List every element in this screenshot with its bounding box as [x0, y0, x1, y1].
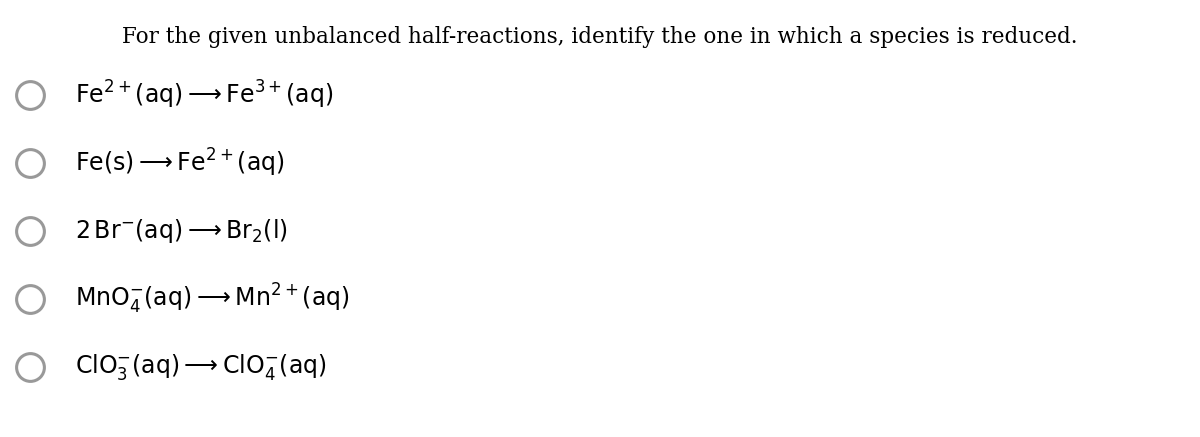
Text: $\mathrm{2\,Br^{-}(aq) \longrightarrow Br_2(l)}$: $\mathrm{2\,Br^{-}(aq) \longrightarrow B…	[74, 217, 288, 245]
Text: $\mathrm{ClO_3^{-}(aq) \longrightarrow ClO_4^{-}(aq)}$: $\mathrm{ClO_3^{-}(aq) \longrightarrow C…	[74, 352, 326, 382]
Text: For the given unbalanced half-reactions, identify the one in which a species is : For the given unbalanced half-reactions,…	[122, 26, 1078, 48]
Text: $\mathrm{Fe(s) \longrightarrow Fe^{2+}(aq)}$: $\mathrm{Fe(s) \longrightarrow Fe^{2+}(a…	[74, 147, 284, 179]
Text: $\mathrm{MnO_4^{-}(aq) \longrightarrow Mn^{2+}(aq)}$: $\mathrm{MnO_4^{-}(aq) \longrightarrow M…	[74, 282, 349, 316]
Text: $\mathrm{Fe^{2+}(aq) \longrightarrow Fe^{3+}(aq)}$: $\mathrm{Fe^{2+}(aq) \longrightarrow Fe^…	[74, 79, 334, 111]
